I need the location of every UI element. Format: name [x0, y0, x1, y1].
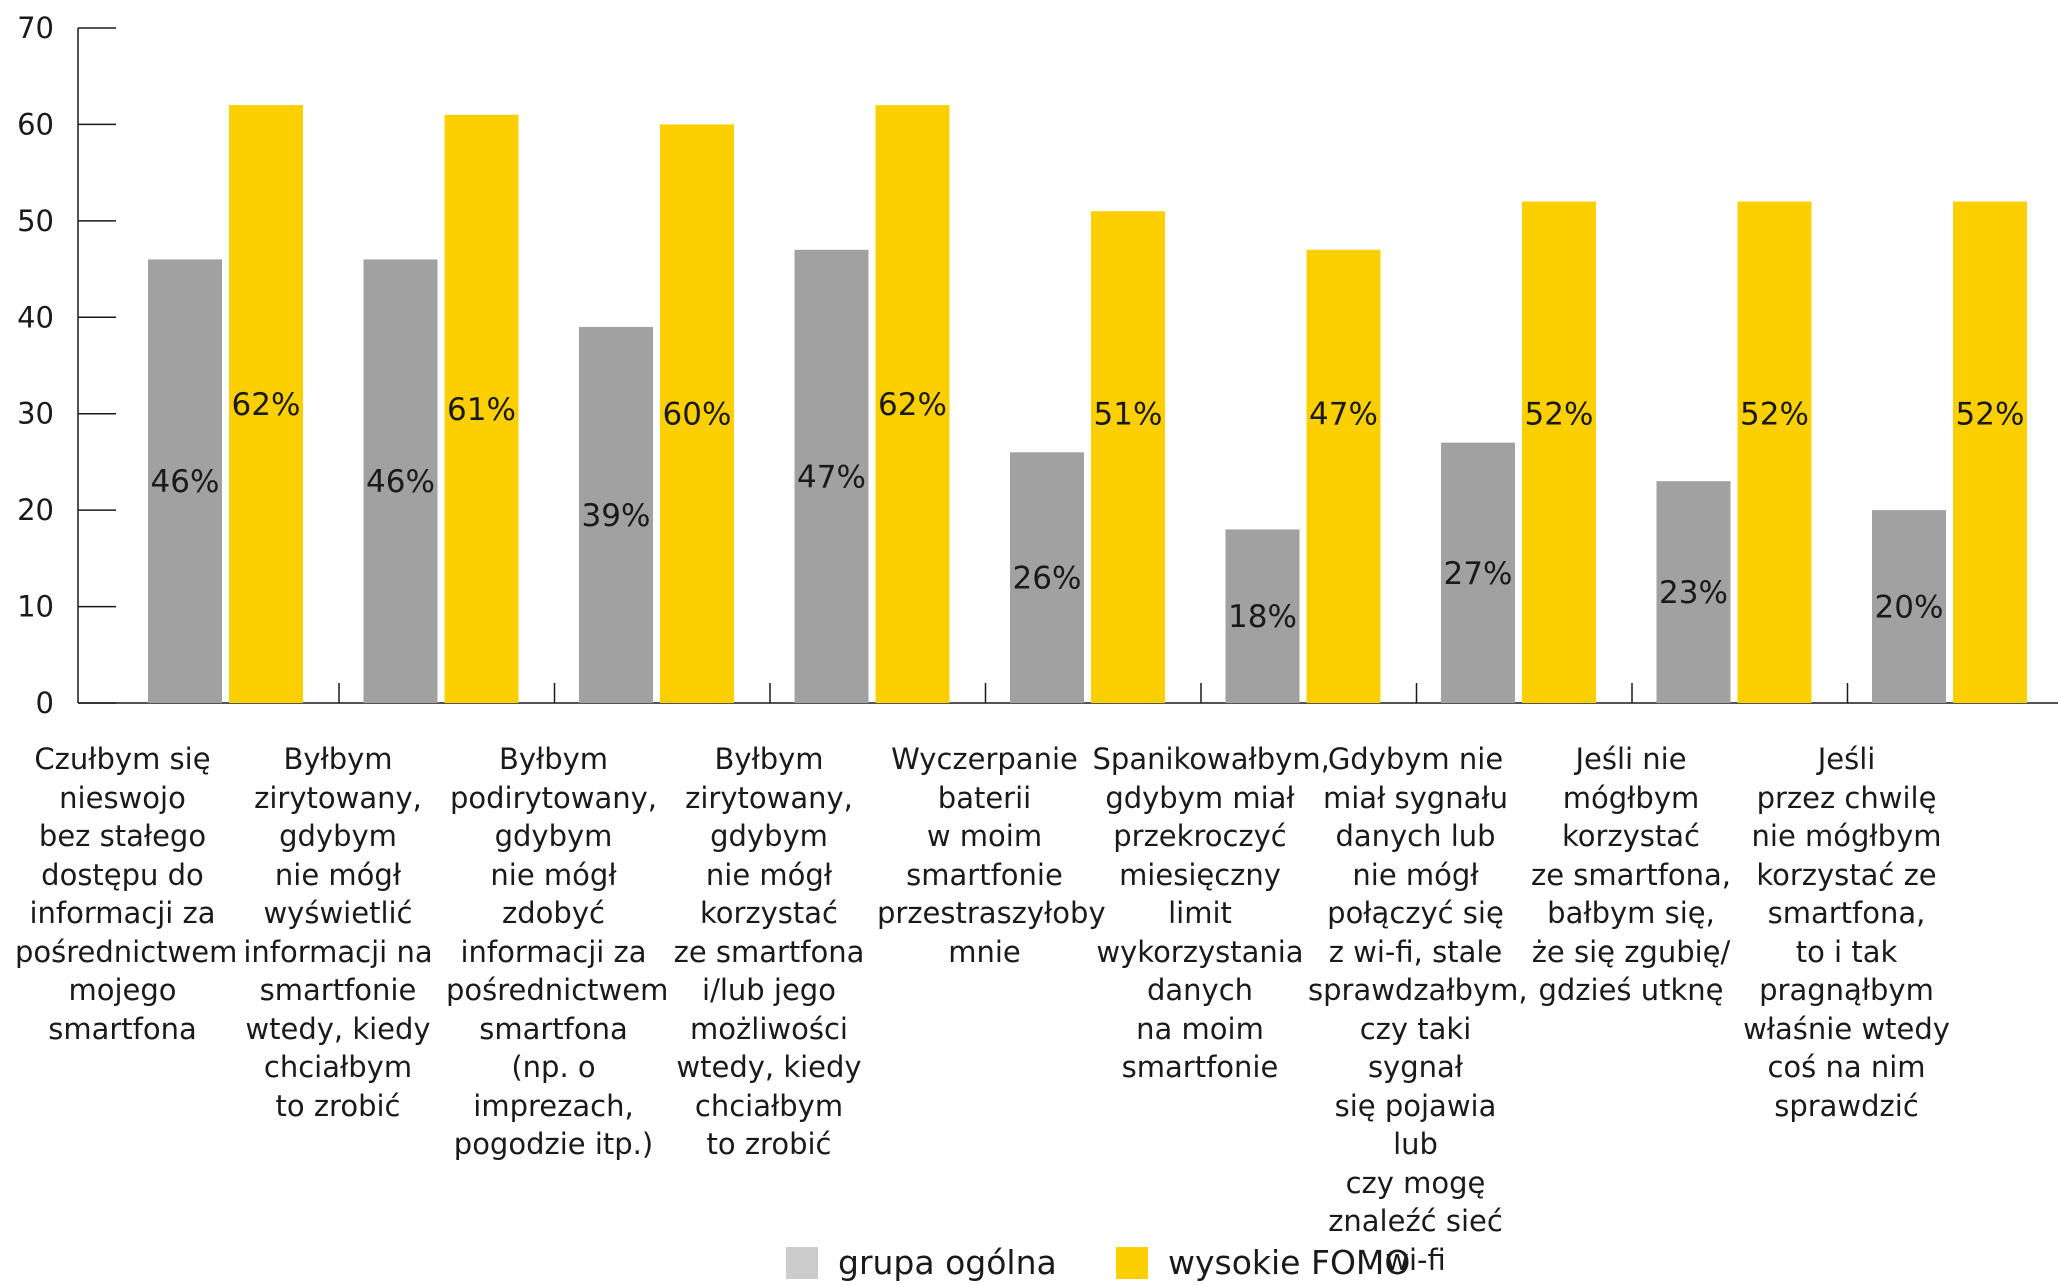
bar-grupa-ogolna	[1872, 510, 1946, 703]
data-label: 52%	[1956, 397, 2025, 433]
data-label: 18%	[1228, 599, 1297, 635]
y-tick-label: 50	[17, 204, 54, 238]
bar-wysokie-fomo	[875, 105, 950, 703]
data-label: 52%	[1740, 397, 1809, 433]
category-label: Gdybym nie miał sygnału danych lub nie m…	[1308, 742, 1528, 1277]
y-tick-label: 30	[17, 397, 54, 431]
data-label: 51%	[1094, 397, 1163, 433]
legend-item: wysokie FOMO	[1116, 1243, 1410, 1282]
bar-grupa-ogolna	[1010, 452, 1084, 703]
bar-grupa-ogolna	[363, 259, 438, 703]
category-label: Byłbym zirytowany, gdybym nie mógł wyświ…	[243, 742, 433, 1123]
bar-grupa-ogolna	[579, 326, 653, 703]
bar-wysokie-fomo	[1737, 201, 1812, 703]
data-label: 20%	[1875, 590, 1944, 626]
data-label: 60%	[663, 397, 732, 433]
category-label: Byłbym zirytowany, gdybym nie mógł korzy…	[673, 742, 865, 1161]
bar-wysokie-fomo	[1522, 201, 1596, 703]
y-tick-label: 70	[17, 11, 54, 45]
data-label: 46%	[366, 464, 435, 500]
legend-swatch	[786, 1246, 818, 1279]
category-label: Jeśli przez chwilę nie mógłbym korzystać…	[1743, 742, 1950, 1123]
bar-wysokie-fomo	[1091, 211, 1165, 703]
y-tick-label: 60	[17, 107, 54, 141]
y-tick-label: 40	[17, 300, 54, 334]
data-label: 61%	[447, 392, 516, 428]
category-label: Wyczerpanie baterii w moim smartfonie pr…	[877, 742, 1106, 969]
data-label: 47%	[1309, 397, 1378, 433]
data-label: 23%	[1659, 575, 1728, 611]
bar-wysokie-fomo	[229, 105, 303, 703]
category-label: Jeśli nie mógłbym korzystać ze smartfona…	[1530, 742, 1732, 1007]
data-label: 46%	[151, 464, 220, 500]
data-label: 62%	[232, 387, 301, 423]
data-label: 62%	[878, 387, 947, 423]
data-label: 47%	[797, 459, 866, 495]
category-label: Spanikowałbym, gdybym miał przekroczyć m…	[1092, 742, 1330, 1084]
legend-swatch	[1116, 1246, 1148, 1279]
bar-wysokie-fomo	[660, 124, 734, 704]
bar-grupa-ogolna	[1441, 442, 1515, 703]
bar-grupa-ogolna	[148, 259, 222, 703]
legend-label: wysokie FOMO	[1168, 1243, 1411, 1282]
legend-item: grupa ogólna	[786, 1243, 1057, 1282]
legend: grupa ogólna wysokie FOMO	[0, 1243, 2058, 1285]
bar-grupa-ogolna	[794, 249, 869, 704]
bar-wysokie-fomo	[444, 114, 519, 704]
bar-wysokie-fomo	[1306, 249, 1381, 704]
y-tick-label: 10	[17, 590, 54, 624]
bar-wysokie-fomo	[1953, 201, 2027, 703]
data-label: 39%	[582, 498, 651, 534]
data-label: 27%	[1444, 556, 1513, 592]
data-label: 26%	[1013, 561, 1082, 597]
y-tick-label: 0	[36, 686, 54, 720]
category-label: Czułbym się nieswojo bez stałego dostępu…	[15, 742, 238, 1046]
y-tick-label: 20	[17, 493, 54, 527]
category-label: Byłbym podirytowany, gdybym nie mógł zdo…	[446, 742, 669, 1161]
bar-grupa-ogolna	[1225, 529, 1300, 703]
data-label: 52%	[1525, 397, 1594, 433]
legend-label: grupa ogólna	[838, 1243, 1057, 1282]
bar-grupa-ogolna	[1656, 481, 1731, 703]
